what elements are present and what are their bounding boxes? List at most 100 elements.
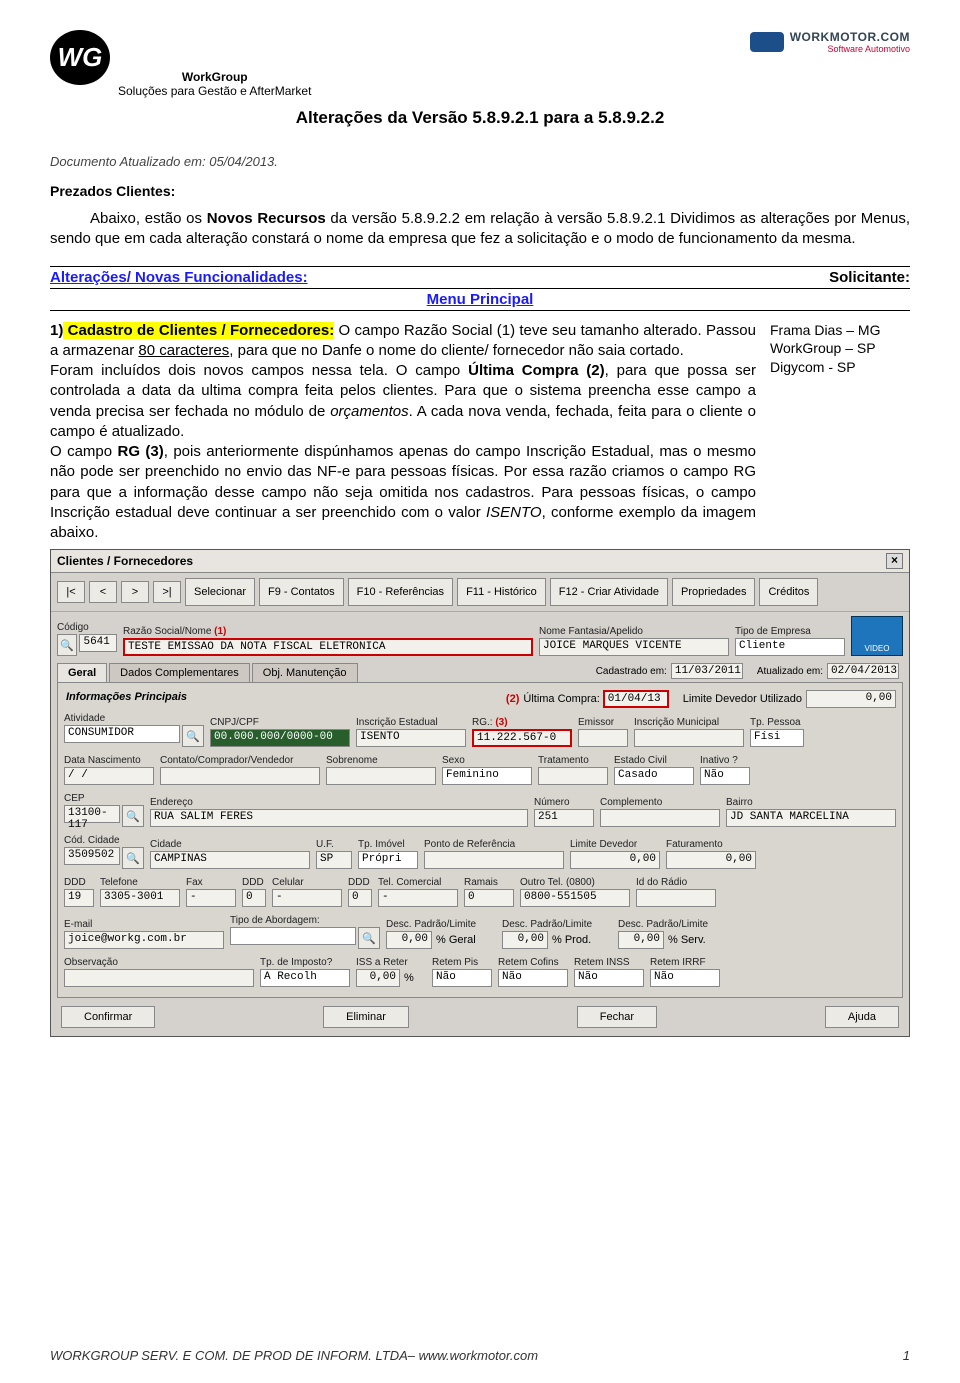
inp-emissor[interactable] (578, 729, 628, 747)
lbl: Tel. Comercial (378, 877, 458, 888)
suf: % Geral (436, 934, 476, 946)
inp-dn[interactable]: / / (64, 767, 154, 785)
nav-last[interactable]: >| (153, 581, 181, 603)
inp-limd[interactable]: 0,00 (570, 851, 660, 869)
tab-geral[interactable]: Geral (57, 663, 107, 682)
sel-tppessoa[interactable]: Físi (750, 729, 804, 747)
inp-rg[interactable]: 11.222.567-0 (472, 729, 572, 747)
lbl: RG.: (472, 717, 493, 728)
lbl: Desc. Padrão/Limite (502, 919, 612, 930)
inp-num[interactable]: 251 (534, 809, 594, 827)
inp-ram[interactable]: 0 (464, 889, 514, 907)
inp-ddd3[interactable]: 0 (348, 889, 372, 907)
inp-pref[interactable] (424, 851, 564, 869)
inp-tel[interactable]: 3305-3001 (100, 889, 180, 907)
inp-dpl1[interactable]: 0,00 (386, 931, 432, 949)
lbl: Atividade (64, 713, 204, 724)
sel-rinss[interactable]: Não (574, 969, 644, 987)
btn-ajuda[interactable]: Ajuda (825, 1006, 899, 1028)
t: Foram incluídos dois novos campos nessa … (50, 362, 468, 379)
intro-pre: Abaixo, estão os (90, 210, 207, 227)
video-icon[interactable]: VIDEO (851, 616, 903, 656)
t: RG (3) (118, 443, 164, 460)
inp-fantasia[interactable]: JOICE MARQUES VICENTE (539, 638, 729, 656)
btn-eliminar[interactable]: Eliminar (323, 1006, 409, 1028)
sel-ec[interactable]: Casado (614, 767, 694, 785)
sel-atividade[interactable]: CONSUMIDOR (64, 725, 180, 743)
btn-confirmar[interactable]: Confirmar (61, 1006, 155, 1028)
sel-tipo[interactable]: Cliente (735, 638, 845, 656)
btn-referencias[interactable]: F10 - Referências (348, 578, 453, 606)
btn-criar-atividade[interactable]: F12 - Criar Atividade (550, 578, 668, 606)
btn-creditos[interactable]: Créditos (759, 578, 818, 606)
inp-fat[interactable]: 0,00 (666, 851, 756, 869)
sel-inat[interactable]: Não (700, 767, 750, 785)
inp-cont[interactable] (160, 767, 320, 785)
sel-rirrf[interactable]: Não (650, 969, 720, 987)
inp-telc[interactable]: - (378, 889, 458, 907)
inp-ultima[interactable]: 01/04/13 (603, 690, 669, 708)
inp-ie[interactable]: ISENTO (356, 729, 466, 747)
inp-obs[interactable] (64, 969, 254, 987)
req: WorkGroup – SP (770, 339, 910, 358)
inp-cep[interactable]: 13100-117 (64, 805, 120, 823)
inp-cad: 11/03/2011 (671, 663, 743, 679)
inp-iss[interactable]: 0,00 (356, 969, 400, 987)
lbl: Outro Tel. (0800) (520, 877, 630, 888)
section-right: Solicitante: (829, 269, 910, 286)
lookup-icon[interactable]: 🔍 (122, 847, 144, 869)
btn-fechar[interactable]: Fechar (577, 1006, 657, 1028)
inp-cel[interactable]: - (272, 889, 342, 907)
sel-abord[interactable] (230, 927, 356, 945)
lbl: CNPJ/CPF (210, 717, 350, 728)
close-icon[interactable]: × (886, 553, 903, 569)
lbl: Inscrição Municipal (634, 717, 744, 728)
page-title: Alterações da Versão 5.8.9.2.1 para a 5.… (50, 108, 910, 128)
btn-propriedades[interactable]: Propriedades (672, 578, 755, 606)
inp-dpl2[interactable]: 0,00 (502, 931, 548, 949)
sel-tpimp[interactable]: A Recolh (260, 969, 350, 987)
sel-rpis[interactable]: Não (432, 969, 492, 987)
inp-razao[interactable]: TESTE EMISSAO DA NOTA FISCAL ELETRONICA (123, 638, 533, 656)
inp-email[interactable]: joice@workg.com.br (64, 931, 224, 949)
lbl: U.F. (316, 839, 352, 850)
inp-sobre[interactable] (326, 767, 436, 785)
marker-1: (1) (214, 626, 226, 637)
inp-comp[interactable] (600, 809, 720, 827)
lookup-icon[interactable]: 🔍 (358, 927, 380, 949)
inp-fax[interactable]: - (186, 889, 236, 907)
inp-end[interactable]: RUA SALIM FERES (150, 809, 528, 827)
inp-bairro[interactable]: JD SANTA MARCELINA (726, 809, 896, 827)
tab-obj[interactable]: Obj. Manutenção (252, 663, 358, 682)
inp-dpl3[interactable]: 0,00 (618, 931, 664, 949)
inp-im[interactable] (634, 729, 744, 747)
inp-trat[interactable] (538, 767, 608, 785)
lookup-icon[interactable]: 🔍 (182, 725, 204, 747)
lbl: Faturamento (666, 839, 756, 850)
sel-tpi[interactable]: Própri (358, 851, 418, 869)
inp-codcid[interactable]: 3509502 (64, 847, 120, 865)
btn-selecionar[interactable]: Selecionar (185, 578, 255, 606)
inp-codigo[interactable]: 5641 (79, 634, 117, 652)
btn-contatos[interactable]: F9 - Contatos (259, 578, 344, 606)
panel-main: Informações Principais (2) Última Compra… (57, 682, 903, 998)
inp-uf[interactable]: SP (316, 851, 352, 869)
btn-historico[interactable]: F11 - Histórico (457, 578, 546, 606)
inp-radio[interactable] (636, 889, 716, 907)
inp-cid[interactable]: CAMPINAS (150, 851, 310, 869)
inp-0800[interactable]: 0800-551505 (520, 889, 630, 907)
lookup-codigo-icon[interactable]: 🔍 (57, 634, 77, 656)
section-header: Alterações/ Novas Funcionalidades: Solic… (50, 266, 910, 289)
nav-first[interactable]: |< (57, 581, 85, 603)
inp-ddd[interactable]: 19 (64, 889, 94, 907)
sel-rcof[interactable]: Não (498, 969, 568, 987)
lookup-icon[interactable]: 🔍 (122, 805, 144, 827)
lbl: Sobrenome (326, 755, 436, 766)
tab-dados[interactable]: Dados Complementares (109, 663, 250, 682)
sel-sexo[interactable]: Feminino (442, 767, 532, 785)
nav-next[interactable]: > (121, 581, 149, 603)
nav-prev[interactable]: < (89, 581, 117, 603)
inp-ddd2[interactable]: 0 (242, 889, 266, 907)
lbl-limite: Limite Devedor Utilizado (683, 693, 802, 705)
inp-cnpj[interactable]: 00.000.000/0000-00 (210, 729, 350, 747)
